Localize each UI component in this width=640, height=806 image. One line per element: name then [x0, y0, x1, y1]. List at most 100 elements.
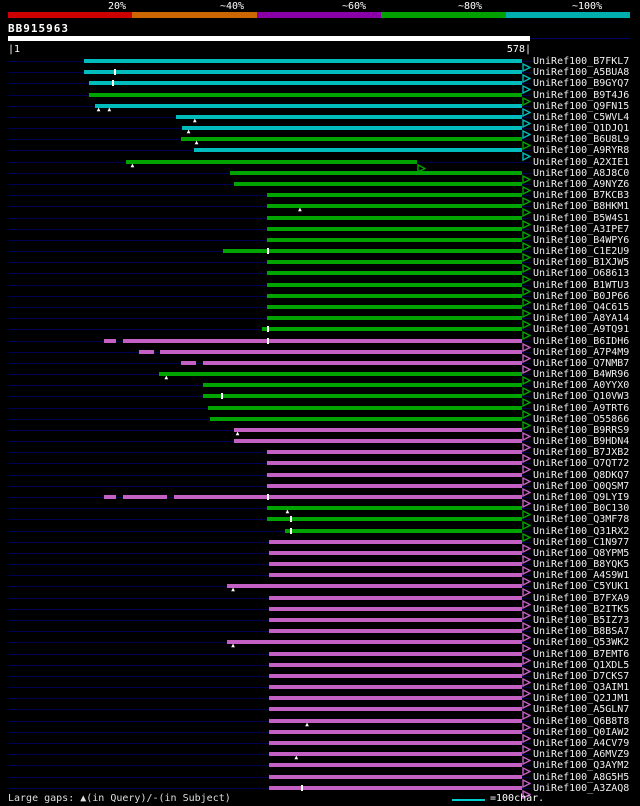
hit-label[interactable]: UniRef100_C1N977 [533, 536, 630, 548]
hit-label[interactable]: UniRef100_A5GLN7 [533, 704, 630, 716]
alignment-bar-segment[interactable] [267, 215, 522, 220]
hit-label[interactable]: UniRef100_B7FKL7 [533, 56, 630, 67]
hit-label[interactable]: UniRef100_Q31RX2 [533, 525, 630, 537]
hit-label[interactable]: UniRef100_B6U8L9 [533, 134, 630, 146]
alignment-bar-segment[interactable] [269, 729, 522, 734]
hit-label[interactable]: UniRef100_A9TQ91 [533, 324, 630, 336]
alignment-bar-segment[interactable] [269, 718, 522, 723]
alignment-bar-segment[interactable] [160, 349, 522, 354]
hit-label[interactable]: UniRef100_B8YQK5 [533, 559, 630, 571]
alignment-bar-segment[interactable] [122, 495, 168, 500]
hit-label[interactable]: UniRef100_Q0IAW2 [533, 726, 630, 738]
hit-label[interactable]: UniRef100_A9RYR8 [533, 145, 630, 157]
hit-label[interactable]: UniRef100_Q9FN15 [533, 100, 630, 112]
hit-label[interactable]: UniRef100_B9RRS9 [533, 424, 630, 436]
hit-label[interactable]: UniRef100_A7P4M9 [533, 346, 630, 358]
hit-label[interactable]: UniRef100_C5WVL4 [533, 111, 630, 123]
hit-label[interactable]: UniRef100_Q1XDL5 [533, 659, 630, 671]
hit-label[interactable]: UniRef100_A4S9W1 [533, 570, 630, 582]
hit-label[interactable]: UniRef100_A8G5H5 [533, 771, 630, 783]
hit-label[interactable]: UniRef100_B1XJW5 [533, 257, 630, 269]
alignment-bar-segment[interactable] [267, 226, 522, 231]
hit-label[interactable]: UniRef100_O68613 [533, 268, 630, 280]
hit-label[interactable]: UniRef100_B9HDN4 [533, 436, 630, 448]
alignment-bar-segment[interactable] [267, 517, 522, 522]
alignment-bar-segment[interactable] [267, 304, 522, 309]
hit-label[interactable]: UniRef100_A8YA14 [533, 313, 630, 325]
alignment-bar-segment[interactable] [267, 282, 522, 287]
alignment-bar-segment[interactable] [203, 360, 522, 365]
alignment-bar-segment[interactable] [269, 707, 522, 712]
alignment-bar-segment[interactable] [122, 338, 522, 343]
alignment-bar-segment[interactable] [229, 170, 522, 175]
alignment-bar-segment[interactable] [261, 327, 522, 332]
alignment-bar-segment[interactable] [173, 495, 522, 500]
hit-label[interactable]: UniRef100_Q1DJQ1 [533, 123, 630, 135]
alignment-bar-segment[interactable] [234, 181, 522, 186]
alignment-bar-segment[interactable] [104, 495, 116, 500]
alignment-bar-segment[interactable] [194, 148, 522, 153]
alignment-bar-segment[interactable] [89, 81, 522, 86]
hit-label[interactable]: UniRef100_B5IZ73 [533, 615, 630, 626]
alignment-bar-segment[interactable] [83, 59, 522, 63]
alignment-bar-segment[interactable] [269, 685, 522, 690]
alignment-bar-segment[interactable] [269, 763, 522, 768]
alignment-bar-segment[interactable] [222, 249, 522, 254]
alignment-bar-segment[interactable] [227, 584, 522, 589]
hit-label[interactable]: UniRef100_A3ZAQ8 [533, 782, 630, 794]
alignment-bar-segment[interactable] [104, 338, 116, 343]
alignment-bar-segment[interactable] [269, 562, 522, 567]
alignment-bar-segment[interactable] [126, 159, 417, 164]
hit-label[interactable]: UniRef100_Q3AYM2 [533, 760, 630, 772]
hit-label[interactable]: UniRef100_O55866 [533, 413, 630, 425]
hit-label[interactable]: UniRef100_B4WR96 [533, 369, 630, 381]
alignment-bar-segment[interactable] [83, 70, 522, 75]
alignment-bar-segment[interactable] [267, 483, 522, 488]
hit-label[interactable]: UniRef100_B7EMT6 [533, 648, 630, 660]
alignment-bar-segment[interactable] [267, 204, 522, 209]
hit-label[interactable]: UniRef100_B6IDH6 [533, 335, 630, 347]
hit-label[interactable]: UniRef100_B4WPY6 [533, 234, 630, 246]
hit-label[interactable]: UniRef100_A0YYX0 [533, 380, 630, 392]
hit-label[interactable]: UniRef100_B0C130 [533, 503, 630, 515]
alignment-bar-segment[interactable] [269, 573, 522, 578]
alignment-bar-segment[interactable] [285, 528, 522, 533]
alignment-bar-segment[interactable] [267, 237, 522, 242]
alignment-bar-segment[interactable] [203, 394, 522, 399]
alignment-bar-segment[interactable] [95, 103, 522, 108]
alignment-bar-segment[interactable] [267, 450, 522, 455]
alignment-bar-segment[interactable] [267, 461, 522, 466]
hit-label[interactable]: UniRef100_Q8DKQ7 [533, 469, 630, 481]
alignment-bar-segment[interactable] [138, 349, 155, 354]
alignment-bar-segment[interactable] [267, 506, 522, 511]
alignment-bar-segment[interactable] [267, 260, 522, 265]
hit-label[interactable]: UniRef100_B0JP66 [533, 290, 630, 302]
hit-label[interactable]: UniRef100_B8HKM1 [533, 201, 630, 213]
alignment-bar-segment[interactable] [267, 472, 522, 477]
alignment-bar-segment[interactable] [180, 137, 522, 142]
hit-label[interactable]: UniRef100_Q2JJM1 [533, 693, 630, 705]
alignment-bar-segment[interactable] [269, 550, 522, 555]
hit-label[interactable]: UniRef100_C1E2U9 [533, 246, 630, 258]
alignment-bar-segment[interactable] [234, 439, 522, 444]
alignment-bar-segment[interactable] [269, 696, 522, 701]
hit-label[interactable]: UniRef100_Q7NMB7 [533, 357, 630, 369]
alignment-bar-segment[interactable] [207, 405, 522, 410]
hit-label[interactable]: UniRef100_B9GYQ7 [533, 78, 630, 90]
alignment-bar-segment[interactable] [269, 595, 522, 600]
hit-label[interactable]: UniRef100_A2XIE1 [533, 156, 630, 168]
alignment-bar-segment[interactable] [269, 774, 522, 779]
alignment-bar-segment[interactable] [210, 416, 522, 421]
hit-label[interactable]: UniRef100_Q53WK2 [533, 637, 630, 649]
hit-label[interactable]: UniRef100_A4CV79 [533, 737, 630, 749]
alignment-bar-segment[interactable] [181, 126, 522, 131]
hit-label[interactable]: UniRef100_Q9LYI9 [533, 492, 630, 504]
alignment-bar-segment[interactable] [227, 640, 522, 645]
alignment-bar-segment[interactable] [269, 740, 522, 745]
hit-label[interactable]: UniRef100_Q6B8T8 [533, 715, 630, 727]
hit-label[interactable]: UniRef100_Q0QSM7 [533, 480, 630, 492]
alignment-bar-segment[interactable] [158, 372, 522, 377]
hit-label[interactable]: UniRef100_B2ITK5 [533, 603, 630, 615]
alignment-bar-segment[interactable] [267, 271, 522, 276]
hit-label[interactable]: UniRef100_Q3AIM1 [533, 682, 630, 694]
